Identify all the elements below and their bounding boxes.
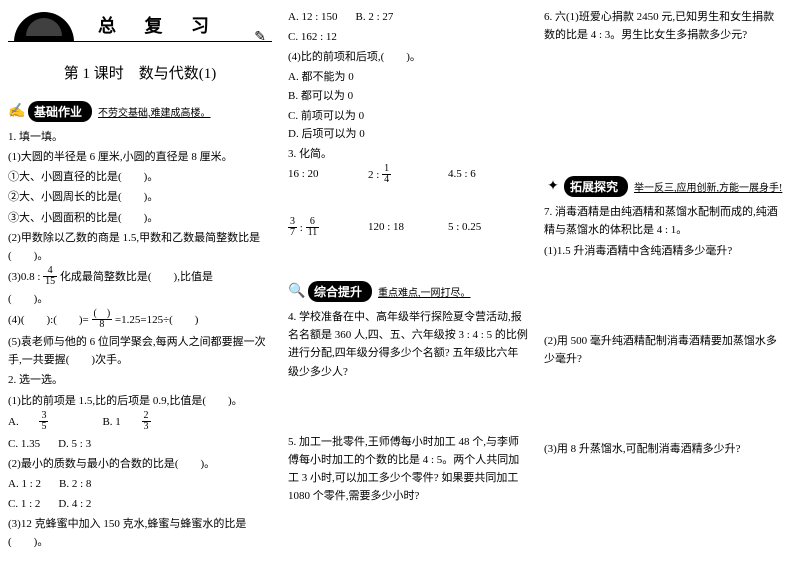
q2: 2. 选一选。 [8, 371, 272, 389]
q2-1D: D. 5 : 3 [58, 435, 91, 453]
work-space-3 [288, 383, 528, 433]
worksheet-page: 总 复 习 ✎ 第 1 课时 数与代数(1) ✍ 基础作业 不劳交基础,难建成高… [0, 0, 793, 567]
header-underline [8, 41, 272, 42]
work-space-2 [288, 241, 528, 271]
frac-6-11: 611 [306, 217, 320, 238]
pencil-icon: ✎ [254, 29, 266, 46]
frac-box-8: ( )8 [92, 309, 113, 330]
q2-1-opts-row2: C. 1.35 D. 5 : 3 [8, 435, 272, 453]
q1-3a: (3)0.8 : [8, 271, 43, 283]
section-ext-header: ✦ 拓展探究 举一反三,应用创新,方能一展身手! [544, 176, 784, 197]
q2-4D: D. 后项可以为 0 [288, 125, 408, 143]
q7-3: (3)用 8 升蒸馏水,可配制消毒酒精多少升? [544, 440, 784, 458]
frac-3-7: 37 [288, 217, 297, 238]
q2-3: (3)12 克蜂蜜中加入 150 克水,蜂蜜与蜂蜜水的比是( )。 [8, 515, 272, 551]
section-basic-header: ✍ 基础作业 不劳交基础,难建成高楼。 [8, 101, 272, 122]
chapter-title: 总 复 习 [98, 12, 221, 38]
q2-2D: D. 4 : 2 [58, 495, 91, 513]
section-ext-label: 拓展探究 [564, 176, 628, 197]
q4: 4. 学校准备在中、高年级举行探险夏令营活动,报名名额是 360 人,四、五、六… [288, 308, 528, 381]
q1-1a: ①大、小圆直径的比是( )。 [8, 168, 272, 186]
q1-4b: =1.25=125÷( ) [115, 314, 199, 326]
q1-1: (1)大圆的半径是 6 厘米,小圆的直径是 8 厘米。 [8, 148, 272, 166]
q2-2: (2)最小的质数与最小的合数的比是( )。 [8, 455, 272, 473]
q7-1: (1)1.5 升消毒酒精中含纯酒精多少毫升? [544, 242, 784, 260]
s6: 5 : 0.25 [448, 218, 528, 239]
section-ext-tail: 举一反三,应用创新,方能一展身手! [634, 179, 782, 194]
simplify-row1: 16 : 20 2 : 14 4.5 : 6 [288, 165, 528, 186]
work-space-6 [544, 370, 784, 440]
q2-3A: A. 12 : 150 [288, 8, 338, 26]
column-2: A. 12 : 150 B. 2 : 27 C. 162 : 12 (4)比的前… [280, 0, 536, 567]
work-space-1 [288, 188, 528, 218]
q2-1B: B. 1 23 [102, 412, 186, 433]
q3: 3. 化简。 [288, 145, 528, 163]
q2-1: (1)比的前项是 1.5,比的后项是 0.9,比值是( )。 [8, 392, 272, 410]
frac-1-4: 14 [382, 164, 391, 185]
section-comp-header: 🔍 综合提升 重点难点,一网打尽。 [288, 281, 528, 302]
q6: 6. 六(1)班爱心捐款 2450 元,已知男生和女生捐款数的比是 4 : 3。… [544, 8, 784, 44]
column-1: 总 复 习 ✎ 第 1 课时 数与代数(1) ✍ 基础作业 不劳交基础,难建成高… [0, 0, 280, 567]
q1-5: (5)袁老师与他的 6 位同学聚会,每两人之间都要握一次手,一共要握( )次手。 [8, 333, 272, 369]
q2-3-optsAB: A. 12 : 150 B. 2 : 27 [288, 8, 528, 26]
q2-1A: A. 35 [8, 412, 84, 433]
q5: 5. 加工一批零件,王师傅每小时加工 48 个,与李师傅每小时加工的个数的比是 … [288, 433, 528, 506]
q2-4: (4)比的前项和后项,( )。 [288, 48, 528, 66]
magnifier-icon: 🔍 [288, 283, 306, 301]
chapter-header: 总 复 习 ✎ [8, 8, 272, 48]
section-basic-label: 基础作业 [28, 101, 92, 122]
star-icon: ✦ [544, 178, 562, 196]
q2-2C: C. 1 : 2 [8, 495, 40, 513]
q1-1b: ②大、小圆周长的比是( )。 [8, 188, 272, 206]
s2: 2 : 14 [368, 165, 448, 186]
q7-2: (2)用 500 毫升纯酒精配制消毒酒精要加蒸馏水多少毫升? [544, 332, 784, 368]
q2-4A: A. 都不能为 0 [288, 68, 408, 86]
frac-3-5: 35 [39, 411, 66, 432]
q2-4-row2: C. 前项可以为 0 D. 后项可以为 0 [288, 107, 528, 143]
frac-4-15: 415 [43, 266, 57, 287]
q2-4C: C. 前项可以为 0 [288, 107, 408, 125]
q2-4B: B. 都可以为 0 [288, 87, 408, 105]
s3: 4.5 : 6 [448, 165, 528, 186]
q1-4: (4)( ):( )= ( )8 =1.25=125÷( ) [8, 310, 272, 331]
q2-2-opts-row1: A. 1 : 2 B. 2 : 8 [8, 475, 272, 493]
section-basic-tail: 不劳交基础,难建成高楼。 [98, 104, 211, 119]
section-comp-label: 综合提升 [308, 281, 372, 302]
q2-2A: A. 1 : 2 [8, 475, 41, 493]
work-space-4 [544, 46, 784, 166]
q2-1C: C. 1.35 [8, 435, 40, 453]
q2-3B: B. 2 : 27 [356, 8, 394, 26]
q1-4a: (4)( ):( )= [8, 314, 89, 326]
semicircle-icon [14, 12, 74, 42]
q1-3b: 化成最简整数比是( ),比值是 [60, 271, 213, 283]
q2-1-opts-row1: A. 35 B. 1 23 [8, 412, 272, 433]
s4: 37 : 611 [288, 218, 368, 239]
q2-4-row1: A. 都不能为 0 B. 都可以为 0 [288, 68, 528, 104]
q2-2B: B. 2 : 8 [59, 475, 91, 493]
work-space-5 [544, 262, 784, 332]
pencil-write-icon: ✍ [8, 103, 26, 121]
q1-1c: ③大、小圆面积的比是( )。 [8, 209, 272, 227]
q1-3: (3)0.8 : 415 化成最简整数比是( ),比值是 [8, 267, 272, 288]
section-comp-tail: 重点难点,一网打尽。 [378, 284, 471, 299]
column-3: 6. 六(1)班爱心捐款 2450 元,已知男生和女生捐款数的比是 4 : 3。… [536, 0, 792, 567]
s5: 120 : 18 [368, 218, 448, 239]
q2-3C: C. 162 : 12 [288, 28, 528, 46]
lesson-title: 第 1 课时 数与代数(1) [8, 62, 272, 83]
q1: 1. 填一填。 [8, 128, 272, 146]
s1: 16 : 20 [288, 165, 368, 186]
q1-2: (2)甲数除以乙数的商是 1.5,甲数和乙数最简整数比是( )。 [8, 229, 272, 265]
q1-3c: ( )。 [8, 290, 272, 308]
q7: 7. 消毒酒精是由纯酒精和蒸馏水配制而成的,纯酒精与蒸馏水的体积比是 4 : 1… [544, 203, 784, 239]
simplify-row2: 37 : 611 120 : 18 5 : 0.25 [288, 218, 528, 239]
q2-2-opts-row2: C. 1 : 2 D. 4 : 2 [8, 495, 272, 513]
frac-2-3: 23 [142, 411, 169, 432]
